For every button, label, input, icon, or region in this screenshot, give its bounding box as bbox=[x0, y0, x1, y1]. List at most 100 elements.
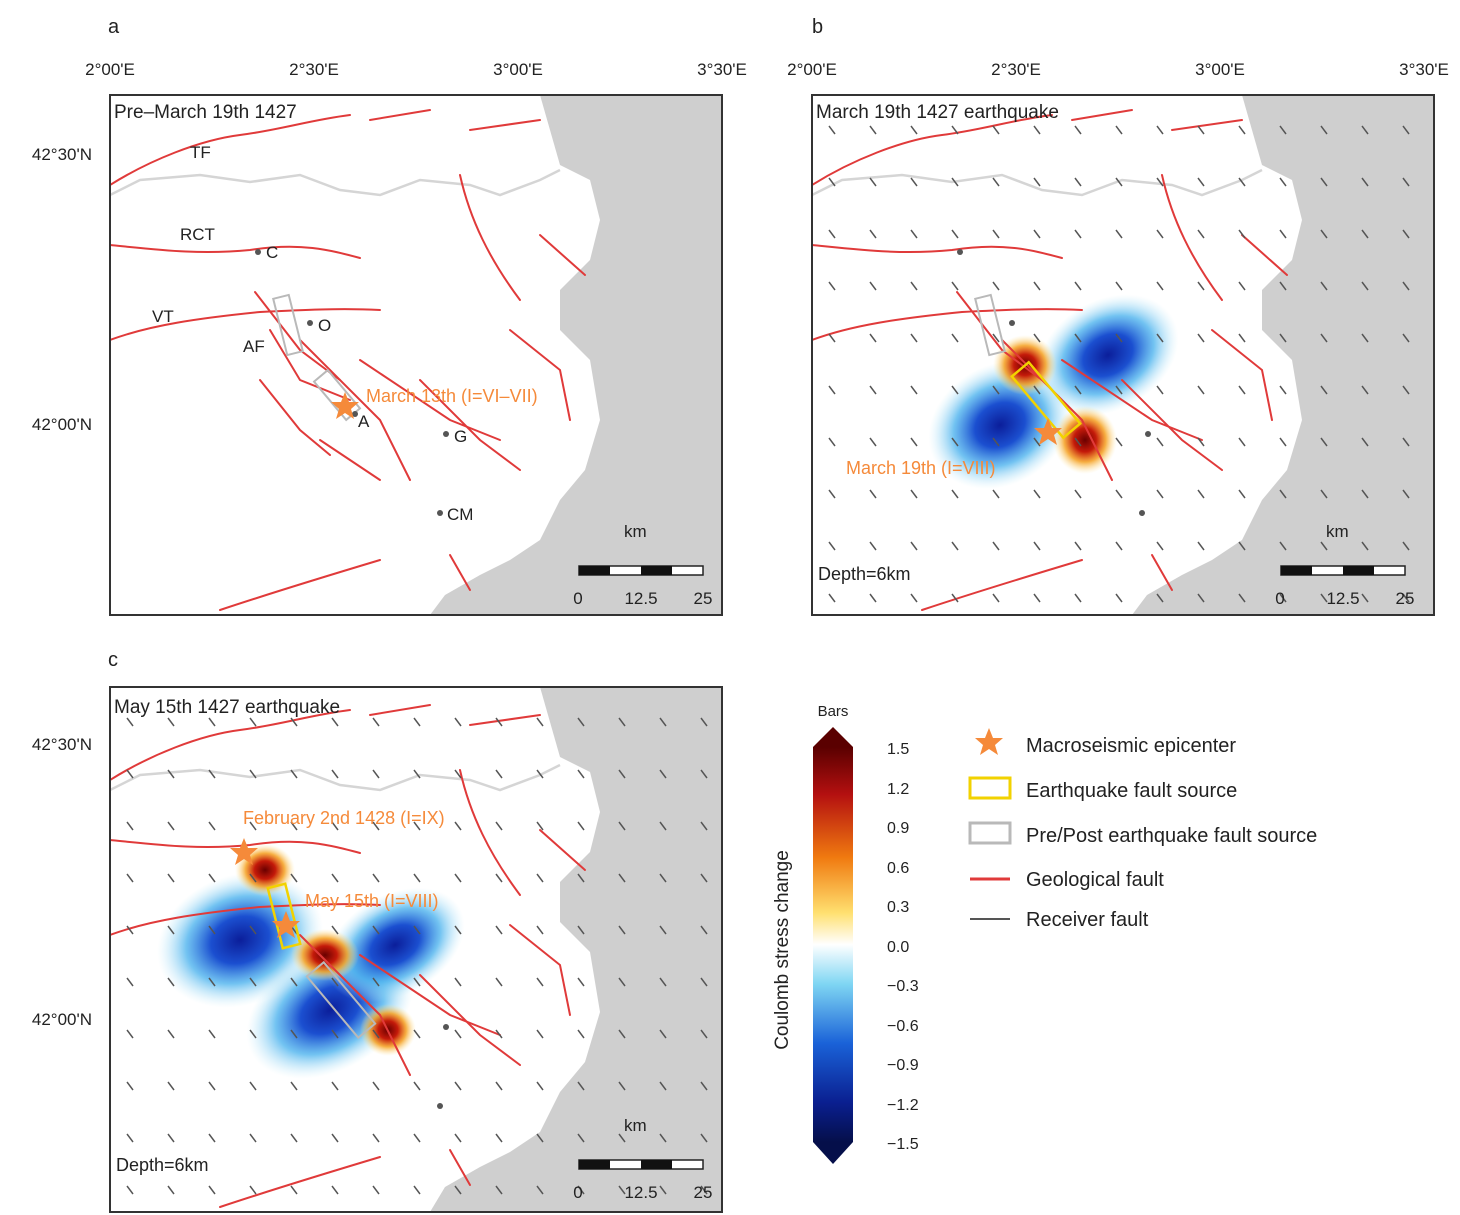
colorbar-tick: 1.5 bbox=[887, 741, 909, 758]
receiver-fault-mark bbox=[992, 177, 1000, 187]
receiver-fault-mark bbox=[992, 593, 1000, 603]
receiver-fault-mark bbox=[910, 385, 918, 395]
colorbar-title: Coulomb stress change bbox=[772, 850, 793, 1050]
receiver-fault-mark bbox=[126, 1029, 134, 1039]
receiver-fault-mark bbox=[659, 717, 667, 727]
colorbar-tick: −0.6 bbox=[887, 1018, 919, 1035]
receiver-fault-mark bbox=[910, 437, 918, 447]
receiver-fault-mark bbox=[577, 925, 585, 935]
receiver-fault-mark bbox=[454, 1185, 462, 1195]
receiver-fault-mark bbox=[659, 769, 667, 779]
receiver-fault-mark bbox=[828, 541, 836, 551]
receiver-fault-mark bbox=[1197, 125, 1205, 135]
receiver-fault-mark bbox=[1279, 229, 1287, 239]
colorbar-ticks: 1.5 1.2 0.9 0.6 0.3 0.0 −0.3 −0.6 −0.9 −… bbox=[887, 741, 919, 1153]
receiver-fault-mark bbox=[1402, 437, 1410, 447]
receiver-fault-mark bbox=[1238, 177, 1246, 187]
legend-label: Pre/Post earthquake fault source bbox=[1026, 825, 1317, 847]
panel-a-map bbox=[110, 95, 722, 615]
receiver-fault-mark bbox=[126, 717, 134, 727]
receiver-fault-mark bbox=[249, 1133, 257, 1143]
receiver-fault-mark bbox=[1238, 437, 1246, 447]
site-label-cm: CM bbox=[447, 505, 473, 524]
receiver-fault-mark bbox=[1197, 177, 1205, 187]
scalebar-label: 12.5 bbox=[624, 1183, 657, 1202]
site-dot bbox=[1009, 320, 1015, 326]
scalebar-label: 0 bbox=[1275, 589, 1284, 608]
receiver-fault-mark bbox=[1197, 437, 1205, 447]
depth-label: Depth=6km bbox=[818, 564, 911, 584]
receiver-fault-mark bbox=[413, 977, 421, 987]
site-dot bbox=[1139, 510, 1145, 516]
receiver-fault-mark bbox=[1279, 177, 1287, 187]
receiver-fault-mark bbox=[910, 125, 918, 135]
receiver-fault-mark bbox=[372, 925, 380, 935]
receiver-fault-mark bbox=[1402, 541, 1410, 551]
receiver-fault-mark bbox=[1361, 541, 1369, 551]
scalebar-label: 0 bbox=[573, 1183, 582, 1202]
scalebar-b: km 0 12.5 25 bbox=[1275, 522, 1414, 608]
receiver-fault-mark bbox=[454, 1029, 462, 1039]
receiver-fault-mark bbox=[869, 229, 877, 239]
receiver-fault-mark bbox=[1033, 541, 1041, 551]
sea-area bbox=[430, 95, 722, 615]
receiver-fault-mark bbox=[1279, 333, 1287, 343]
receiver-fault-mark bbox=[1361, 437, 1369, 447]
receiver-fault-mark bbox=[700, 1081, 708, 1091]
receiver-fault-mark bbox=[290, 1081, 298, 1091]
legend-label: Geological fault bbox=[1026, 869, 1164, 891]
receiver-fault-mark bbox=[331, 925, 339, 935]
receiver-fault-mark bbox=[372, 717, 380, 727]
receiver-fault-mark bbox=[910, 281, 918, 291]
site-dot bbox=[307, 320, 313, 326]
receiver-fault-mark bbox=[1156, 281, 1164, 291]
receiver-fault-mark bbox=[1074, 333, 1082, 343]
receiver-fault-mark bbox=[372, 821, 380, 831]
lon-tick: 3°00'E bbox=[1195, 60, 1245, 79]
receiver-fault-mark bbox=[167, 1185, 175, 1195]
receiver-fault-mark bbox=[1115, 177, 1123, 187]
receiver-fault-mark bbox=[126, 821, 134, 831]
receiver-fault-mark bbox=[869, 437, 877, 447]
receiver-fault-mark bbox=[167, 769, 175, 779]
panel-b-frame bbox=[811, 94, 1435, 616]
colorbar-ramp bbox=[813, 747, 853, 1142]
panel-c-title: May 15th 1427 earthquake bbox=[114, 697, 340, 718]
star-icon bbox=[1034, 418, 1062, 445]
receiver-fault-mark bbox=[828, 333, 836, 343]
receiver-fault-mark bbox=[828, 437, 836, 447]
receiver-fault-mark bbox=[1361, 489, 1369, 499]
receiver-fault-mark bbox=[454, 1081, 462, 1091]
receiver-fault-mark bbox=[869, 593, 877, 603]
receiver-fault-mark bbox=[1074, 593, 1082, 603]
receiver-fault-mark bbox=[331, 873, 339, 883]
receiver-fault-mark bbox=[869, 541, 877, 551]
receiver-fault-mark bbox=[869, 489, 877, 499]
receiver-fault-mark bbox=[1115, 333, 1123, 343]
fault-label-rct: RCT bbox=[180, 225, 215, 244]
receiver-fault-mark bbox=[495, 977, 503, 987]
colorbar-tick: −1.2 bbox=[887, 1097, 919, 1114]
receiver-fault-mark bbox=[1033, 385, 1041, 395]
receiver-fault-mark bbox=[290, 977, 298, 987]
receiver-fault-mark bbox=[1115, 385, 1123, 395]
colorbar-bottom-arrow bbox=[813, 1142, 853, 1164]
receiver-fault-mark bbox=[1197, 229, 1205, 239]
receiver-fault-mark bbox=[1033, 281, 1041, 291]
receiver-fault-mark bbox=[1033, 437, 1041, 447]
receiver-fault-mark bbox=[1156, 385, 1164, 395]
receiver-fault-mark bbox=[1279, 489, 1287, 499]
receiver-fault-mark bbox=[951, 229, 959, 239]
site-label-c: C bbox=[266, 243, 278, 262]
receiver-fault-mark bbox=[700, 717, 708, 727]
receiver-fault-mark bbox=[1238, 333, 1246, 343]
receiver-fault-mark bbox=[454, 821, 462, 831]
star-icon bbox=[331, 392, 359, 419]
receiver-fault-mark bbox=[454, 977, 462, 987]
receiver-fault-mark bbox=[577, 1029, 585, 1039]
receiver-fault-mark bbox=[249, 873, 257, 883]
receiver-fault-mark bbox=[1361, 333, 1369, 343]
lon-tick: 2°30'E bbox=[289, 60, 339, 79]
legend-label: Macroseismic epicenter bbox=[1026, 735, 1236, 757]
receiver-fault-mark bbox=[536, 1081, 544, 1091]
